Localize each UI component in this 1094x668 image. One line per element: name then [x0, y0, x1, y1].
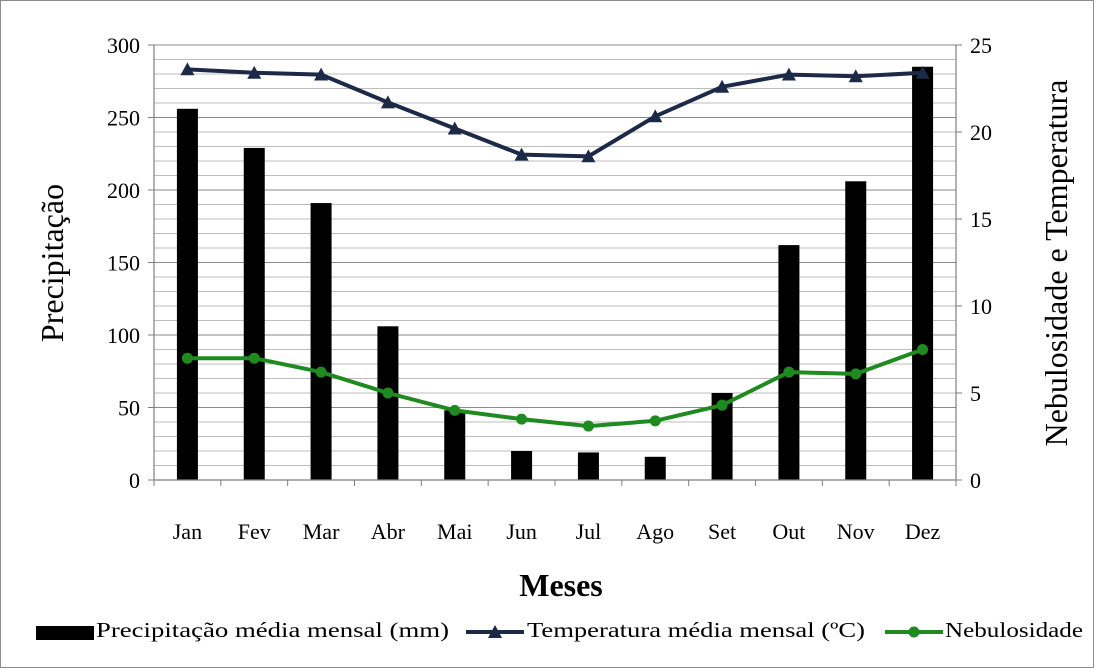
x-tick-label-nov: Nov — [837, 519, 875, 544]
y-right-tick-label: 5 — [970, 381, 981, 406]
tick-labels: 0 50 100 150 200 250 300 0 5 10 15 20 25 Jan Fev Mar Abr… — [107, 33, 992, 544]
x-tick-label-fev: Fev — [238, 519, 271, 544]
bar-jan — [176, 108, 198, 481]
temperature-point-mar — [314, 67, 329, 81]
y-left-tick-label: 0 — [129, 468, 140, 493]
x-tick-label-mai: Mai — [437, 519, 472, 544]
legend: Precipitação média mensal (mm) Temperatur… — [36, 618, 1083, 642]
temperature-point-fev — [247, 65, 262, 79]
bar-nov — [845, 181, 867, 481]
temperature-point-dez — [915, 65, 930, 79]
legend-swatch-temperature-marker — [488, 625, 502, 638]
bar-ago — [644, 456, 666, 480]
cloudiness-point-nov — [850, 368, 862, 380]
x-tick-label-jun: Jun — [506, 519, 537, 544]
bar-fev — [243, 147, 265, 480]
x-tick-label-mar: Mar — [303, 519, 340, 544]
cloudiness-point-jun — [516, 413, 528, 425]
legend-swatch-cloudiness-marker — [908, 626, 920, 638]
x-tick-label-abr: Abr — [371, 519, 406, 544]
bar-jul — [577, 452, 599, 480]
y-axis-right-title: Nebulosidade e Temperatura — [1038, 80, 1074, 447]
legend-label-precipitation: Precipitação média mensal (mm) — [96, 618, 449, 642]
cloudiness-point-jul — [582, 420, 594, 432]
cloudiness-line — [187, 347, 924, 429]
cloudiness-point-out — [783, 366, 795, 378]
line-series — [180, 62, 930, 432]
bar-series — [176, 66, 934, 481]
cloudiness-point-mar — [315, 366, 327, 378]
y-right-tick-label: 20 — [970, 120, 992, 145]
cloudiness-point-ago — [649, 415, 661, 427]
legend-label-cloudiness: Nebulosidade — [945, 618, 1083, 642]
y-left-tick-label: 150 — [107, 251, 140, 276]
bar-dez — [912, 66, 934, 480]
gridlines — [154, 44, 956, 466]
y-right-tick-label: 25 — [970, 33, 992, 58]
temperature-point-jun — [514, 147, 529, 161]
x-tick-label-jul: Jul — [576, 519, 602, 544]
temperature-point-abr — [380, 95, 395, 109]
cloudiness-point-dez — [917, 344, 929, 355]
temperature-line — [187, 67, 923, 159]
x-tick-label-set: Set — [708, 519, 736, 544]
temperature-point-jul — [581, 149, 596, 163]
y-left-tick-label: 50 — [118, 396, 140, 421]
axes — [148, 44, 962, 486]
x-tick-label-dez: Dez — [905, 519, 941, 544]
temperature-point-mai — [447, 121, 462, 135]
cloudiness-point-mai — [449, 404, 461, 416]
y-left-tick-label: 200 — [107, 178, 140, 203]
bar-mar — [310, 203, 332, 481]
x-axis-title: Meses — [519, 567, 603, 603]
x-tick-label-out: Out — [772, 519, 805, 544]
y-right-tick-label: 0 — [970, 468, 981, 493]
y-left-tick-label: 100 — [107, 323, 140, 348]
bar-abr — [377, 326, 399, 480]
cloudiness-point-abr — [382, 387, 394, 399]
bar-jun — [511, 451, 533, 480]
bar-out — [778, 245, 800, 480]
y-axis-left-title: Precipitação — [34, 184, 70, 342]
temperature-point-jan — [180, 62, 195, 76]
y-right-tick-label: 15 — [970, 207, 992, 232]
temperature-point-set — [715, 79, 730, 93]
temperature-point-ago — [648, 109, 663, 123]
cloudiness-point-fev — [248, 352, 260, 364]
cloudiness-point-set — [716, 399, 728, 411]
cloudiness-point-jan — [181, 352, 193, 364]
x-tick-label-ago: Ago — [636, 519, 674, 544]
bar-set — [711, 393, 733, 480]
x-tick-label-jan: Jan — [173, 519, 202, 544]
temperature-point-nov — [848, 69, 863, 83]
y-left-tick-label: 250 — [107, 106, 140, 131]
bar-mai — [444, 410, 466, 480]
legend-label-temperature: Temperatura média mensal (ºC) — [527, 618, 865, 642]
y-left-tick-label: 300 — [107, 33, 140, 58]
legend-swatch-precipitation — [36, 626, 94, 640]
y-right-tick-label: 10 — [970, 294, 992, 319]
temperature-point-out — [781, 67, 796, 81]
